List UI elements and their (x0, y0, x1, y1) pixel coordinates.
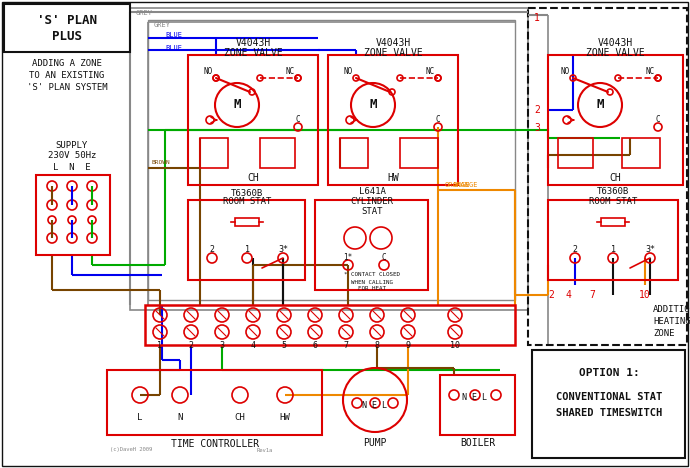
Text: L: L (137, 412, 143, 422)
Text: ORANGE: ORANGE (445, 182, 471, 188)
Text: N E L: N E L (362, 401, 388, 410)
Text: 'S' PLAN: 'S' PLAN (37, 14, 97, 27)
Text: 4: 4 (565, 290, 571, 300)
Text: 'S' PLAN SYSTEM: 'S' PLAN SYSTEM (27, 83, 108, 93)
Text: HW: HW (387, 173, 399, 183)
Text: 10: 10 (639, 290, 651, 300)
Text: ZONE VALVE: ZONE VALVE (586, 48, 644, 58)
Text: 2: 2 (534, 105, 540, 115)
Text: 6: 6 (313, 341, 317, 350)
Text: 4: 4 (250, 341, 255, 350)
Text: ADDITIONAL: ADDITIONAL (653, 306, 690, 314)
Text: C: C (656, 116, 660, 124)
Text: C: C (296, 116, 300, 124)
Text: ROOM STAT: ROOM STAT (589, 197, 637, 206)
Text: 1: 1 (534, 13, 540, 23)
Text: M: M (596, 98, 604, 111)
Text: C: C (435, 116, 440, 124)
Text: N: N (177, 412, 183, 422)
Text: L  N  E: L N E (53, 163, 91, 173)
Text: BROWN: BROWN (152, 161, 170, 166)
Text: * CONTACT CLOSED: * CONTACT CLOSED (344, 272, 400, 278)
Text: 1*: 1* (344, 254, 353, 263)
Text: 7: 7 (344, 341, 348, 350)
Text: PLUS: PLUS (52, 30, 82, 44)
Text: NC: NC (286, 66, 295, 75)
Text: SHARED TIMESWITCH: SHARED TIMESWITCH (556, 408, 662, 418)
Text: CH: CH (235, 412, 246, 422)
Text: 1: 1 (157, 341, 163, 350)
Text: 10: 10 (450, 341, 460, 350)
Text: T6360B: T6360B (231, 189, 263, 197)
Text: 3: 3 (219, 341, 224, 350)
Text: 5: 5 (282, 341, 286, 350)
Text: T6360B: T6360B (597, 188, 629, 197)
Text: BOILER: BOILER (460, 438, 495, 448)
Text: 2: 2 (548, 290, 554, 300)
Text: NC: NC (645, 66, 655, 75)
Text: CH: CH (609, 173, 621, 183)
Text: NC: NC (425, 66, 435, 75)
Text: 8: 8 (375, 341, 380, 350)
Text: L641A: L641A (359, 188, 386, 197)
Text: ROOM STAT: ROOM STAT (223, 197, 271, 206)
Text: ZONE VALVE: ZONE VALVE (364, 48, 422, 58)
Text: Rev1a: Rev1a (257, 447, 273, 453)
Text: 3*: 3* (278, 246, 288, 255)
Text: PUMP: PUMP (363, 438, 387, 448)
Text: C: C (382, 254, 386, 263)
Text: 230V 50Hz: 230V 50Hz (48, 152, 96, 161)
Text: 7: 7 (589, 290, 595, 300)
Text: 2: 2 (210, 246, 215, 255)
Text: 1: 1 (611, 246, 615, 255)
Text: GREY: GREY (154, 22, 171, 28)
Text: 9: 9 (406, 341, 411, 350)
Text: ZONE: ZONE (653, 329, 675, 338)
Text: NO: NO (344, 66, 353, 75)
Text: V4043H: V4043H (375, 38, 411, 48)
Text: 2: 2 (188, 341, 193, 350)
Text: CH: CH (247, 173, 259, 183)
Text: 3: 3 (534, 123, 540, 133)
Text: V4043H: V4043H (598, 38, 633, 48)
Text: 2: 2 (573, 246, 578, 255)
Text: TO AN EXISTING: TO AN EXISTING (30, 72, 105, 80)
Text: OPTION 1:: OPTION 1: (579, 368, 640, 378)
Text: GREY: GREY (136, 10, 153, 16)
Text: 1: 1 (244, 246, 250, 255)
Text: (c)DaveH 2009: (c)DaveH 2009 (110, 447, 152, 453)
Text: HW: HW (279, 412, 290, 422)
Text: SUPPLY: SUPPLY (56, 140, 88, 149)
Text: FOR HEAT: FOR HEAT (358, 286, 386, 292)
Text: WHEN CALLING: WHEN CALLING (351, 279, 393, 285)
Text: TIME CONTROLLER: TIME CONTROLLER (171, 439, 259, 449)
Text: N E L: N E L (462, 393, 488, 402)
Text: M: M (233, 98, 241, 111)
Text: HEATING: HEATING (653, 317, 690, 327)
Text: NO: NO (204, 66, 213, 75)
Text: CYLINDER: CYLINDER (351, 197, 393, 205)
Text: 3*: 3* (645, 246, 655, 255)
Text: NO: NO (560, 66, 570, 75)
Text: M: M (369, 98, 377, 111)
Text: STAT: STAT (362, 206, 383, 215)
Text: ZONE VALVE: ZONE VALVE (224, 48, 282, 58)
Text: ORANGE: ORANGE (452, 182, 477, 188)
Text: V4043H: V4043H (235, 38, 270, 48)
Text: BLUE: BLUE (165, 45, 182, 51)
Text: CONVENTIONAL STAT: CONVENTIONAL STAT (556, 392, 662, 402)
Text: BLUE: BLUE (165, 32, 182, 38)
Text: ADDING A ZONE: ADDING A ZONE (32, 59, 102, 68)
